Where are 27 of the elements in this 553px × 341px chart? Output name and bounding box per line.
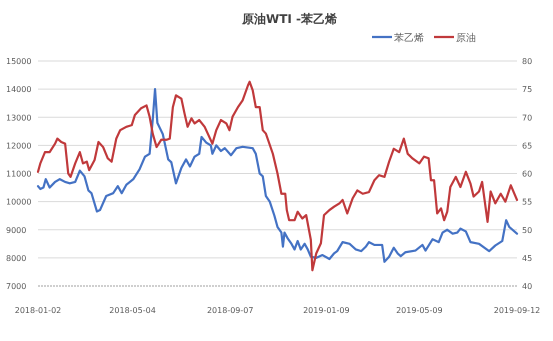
legend-label: 苯乙烯 [394,32,424,44]
y-tick-label: 12000 [6,141,32,150]
x-tick-label: 2018-09-07 [206,306,254,315]
x-tick-label: 2018-01-02 [14,306,62,315]
y-tick-label: 8000 [6,254,26,263]
y-tick-label: 10000 [6,198,32,207]
y-tick-label: 14000 [6,85,32,94]
y2-tick-label: 45 [522,254,532,263]
y2-tick-label: 60 [522,170,532,178]
y-tick-label: 15000 [6,57,32,66]
y2-tick-label: 65 [522,141,532,150]
y2-tick-label: 70 [522,113,532,122]
x-tick-label: 2019-01-09 [303,306,350,315]
y-tick-label: 9000 [6,226,26,235]
x-tick-label: 2018-05-04 [109,306,156,315]
y2-tick-label: 50 [522,226,532,235]
y2-tick-label: 80 [522,57,532,66]
x-tick-label: 2019-05-09 [396,306,443,315]
y2-tick-label: 55 [522,198,532,207]
y2-tick-label: 40 [522,282,532,291]
chart-title: 原油WTI -苯乙烯 [240,12,338,26]
y2-tick-label: 75 [522,85,532,94]
y-tick-label: 13000 [6,113,32,122]
x-tick-label: 2019-09-12 [494,306,540,315]
legend-label: 原油 [456,32,476,44]
y-tick-label: 11000 [6,170,32,178]
y-tick-label: 7000 [6,282,26,291]
